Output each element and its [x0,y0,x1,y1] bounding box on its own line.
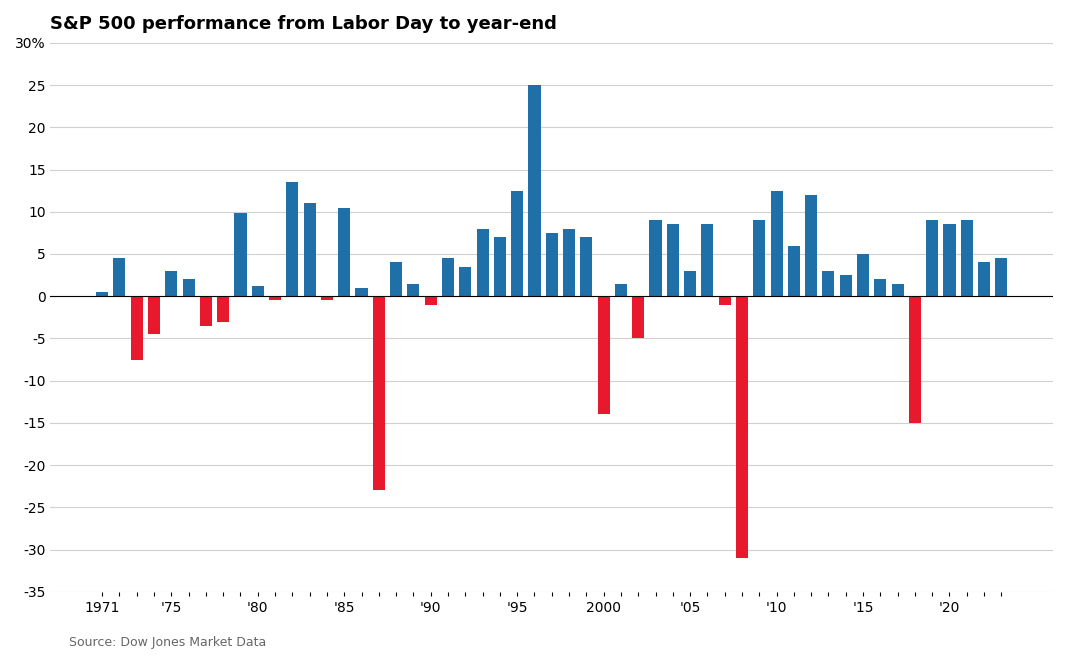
Bar [130,297,143,359]
Bar [978,262,990,297]
Bar [598,297,610,415]
Bar [286,182,298,297]
Bar [770,191,783,297]
Bar [995,258,1007,297]
Bar [217,297,230,321]
Bar [632,297,644,338]
Bar [684,271,696,297]
Bar [493,237,506,297]
Bar [407,283,420,297]
Bar [546,233,557,297]
Bar [303,203,316,297]
Bar [926,220,939,297]
Bar [269,297,281,300]
Bar [459,266,471,297]
Bar [200,297,211,326]
Bar [252,286,264,297]
Bar [166,271,177,297]
Bar [529,85,540,297]
Bar [805,195,817,297]
Bar [425,297,437,304]
Bar [183,279,194,297]
Bar [839,275,852,297]
Bar [961,220,973,297]
Bar [96,292,108,297]
Bar [113,258,125,297]
Bar [943,224,956,297]
Bar [857,254,869,297]
Bar [892,283,904,297]
Bar [356,288,367,297]
Bar [615,283,627,297]
Bar [666,224,679,297]
Bar [476,229,489,297]
Bar [702,224,713,297]
Bar [442,258,454,297]
Bar [512,191,523,297]
Bar [909,297,921,423]
Bar [234,213,247,297]
Bar [320,297,333,300]
Bar [788,245,800,297]
Bar [339,207,350,297]
Bar [753,220,766,297]
Text: Source: Dow Jones Market Data: Source: Dow Jones Market Data [69,636,267,649]
Bar [875,279,886,297]
Bar [736,297,748,558]
Bar [822,271,834,297]
Bar [148,297,160,334]
Bar [563,229,575,297]
Bar [390,262,403,297]
Text: S&P 500 performance from Labor Day to year-end: S&P 500 performance from Labor Day to ye… [50,15,557,33]
Bar [580,237,593,297]
Bar [373,297,384,491]
Bar [649,220,661,297]
Bar [719,297,731,304]
